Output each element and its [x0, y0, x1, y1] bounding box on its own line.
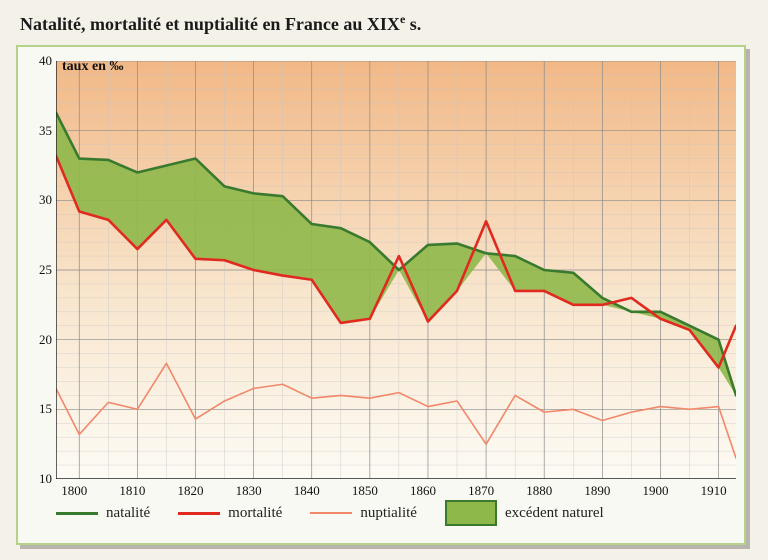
y-tick-label: 35: [28, 123, 52, 139]
legend-item-natalite: natalité: [56, 505, 150, 522]
chart-svg: [56, 61, 736, 479]
legend-label-mortalite: mortalité: [228, 505, 282, 522]
legend-label-excedent: excédent naturel: [505, 505, 604, 522]
legend-swatch-mortalite: [178, 512, 220, 515]
legend-item-nuptialite: nuptialité: [310, 505, 417, 522]
legend-swatch-nuptialite: [310, 512, 352, 514]
y-tick-label: 10: [28, 471, 52, 487]
y-tick-label: 40: [28, 53, 52, 69]
chart-plot-area: [56, 61, 736, 479]
title-prefix: Natalité, mortalité et nuptialité en Fra…: [20, 14, 367, 34]
y-tick-label: 15: [28, 401, 52, 417]
y-axis-title: taux en ‰: [62, 59, 123, 75]
y-tick-label: 20: [28, 332, 52, 348]
legend-label-nuptialite: nuptialité: [360, 505, 417, 522]
legend-item-excedent: excédent naturel: [445, 500, 604, 526]
title-century: XIX: [367, 14, 400, 34]
chart-legend: natalité mortalité nuptialité excédent n…: [56, 491, 736, 535]
chart-title: Natalité, mortalité et nuptialité en Fra…: [20, 12, 752, 35]
y-tick-label: 30: [28, 192, 52, 208]
legend-label-natalite: natalité: [106, 505, 150, 522]
legend-item-mortalite: mortalité: [178, 505, 282, 522]
legend-swatch-excedent: [445, 500, 497, 526]
y-tick-label: 25: [28, 262, 52, 278]
chart-frame: taux en ‰ 10152025303540 180018101820183…: [16, 45, 746, 545]
legend-swatch-natalite: [56, 512, 98, 515]
title-suffix: s.: [405, 14, 421, 34]
